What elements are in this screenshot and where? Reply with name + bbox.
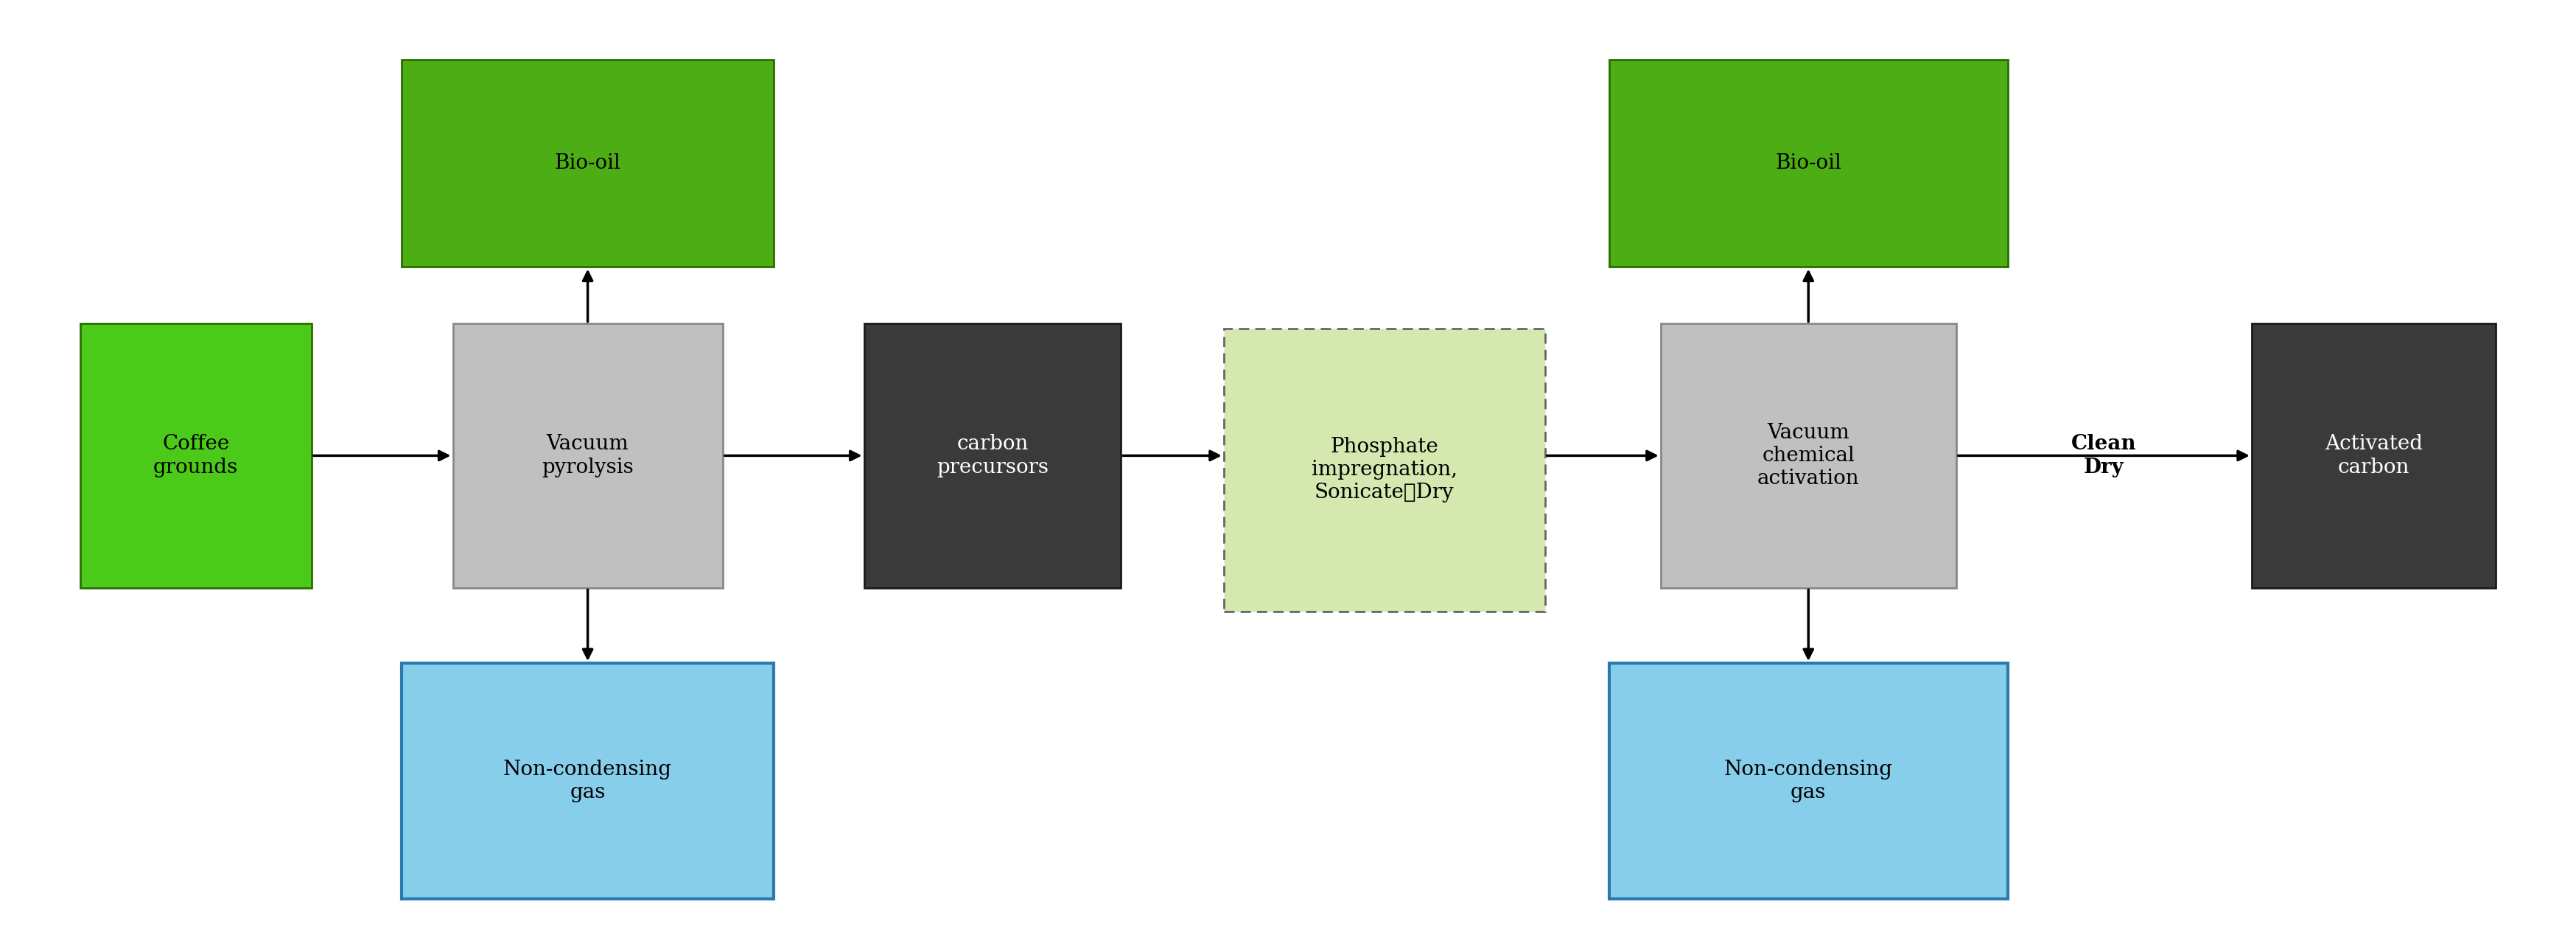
FancyBboxPatch shape bbox=[80, 324, 312, 587]
Text: Vacuum
chemical
activation: Vacuum chemical activation bbox=[1757, 422, 1860, 489]
FancyBboxPatch shape bbox=[1610, 60, 2007, 267]
FancyBboxPatch shape bbox=[1662, 324, 1955, 587]
Text: Phosphate
impregnation,
Sonicate，Dry: Phosphate impregnation, Sonicate，Dry bbox=[1311, 437, 1458, 503]
Text: Non-condensing
gas: Non-condensing gas bbox=[502, 759, 672, 802]
FancyBboxPatch shape bbox=[402, 663, 773, 899]
FancyBboxPatch shape bbox=[1224, 328, 1546, 611]
Text: Activated
carbon: Activated carbon bbox=[2324, 435, 2424, 477]
Text: Clean
Dry: Clean Dry bbox=[2071, 435, 2136, 477]
FancyBboxPatch shape bbox=[1610, 663, 2007, 899]
Text: carbon
precursors: carbon precursors bbox=[938, 435, 1048, 477]
Text: Bio-oil: Bio-oil bbox=[554, 154, 621, 174]
Text: Non-condensing
gas: Non-condensing gas bbox=[1723, 759, 1893, 802]
FancyBboxPatch shape bbox=[2251, 324, 2496, 587]
FancyBboxPatch shape bbox=[453, 324, 724, 587]
Text: Bio-oil: Bio-oil bbox=[1775, 154, 1842, 174]
FancyBboxPatch shape bbox=[402, 60, 773, 267]
Text: Vacuum
pyrolysis: Vacuum pyrolysis bbox=[541, 435, 634, 477]
Text: Coffee
grounds: Coffee grounds bbox=[155, 435, 237, 477]
FancyBboxPatch shape bbox=[863, 324, 1121, 587]
